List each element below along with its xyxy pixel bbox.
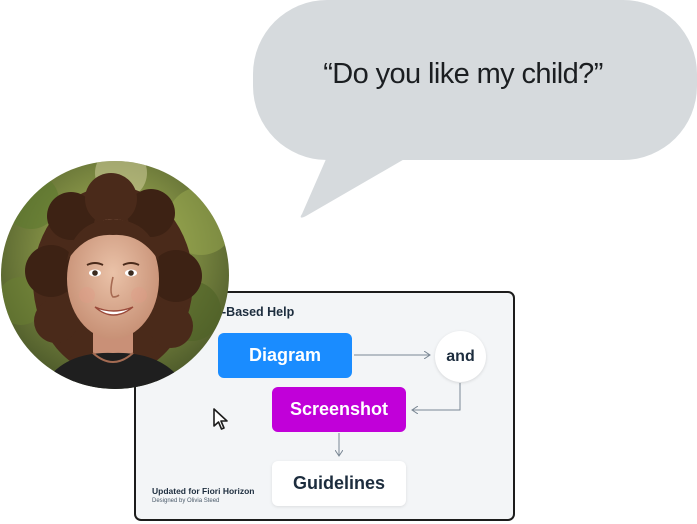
speech-quote: “Do you like my child?” xyxy=(323,58,603,90)
and-node: and xyxy=(435,331,486,382)
footer-updated-text: Updated for Fiori Horizon xyxy=(152,486,255,496)
footer-designed-text: Designed by Olivia Steed xyxy=(152,498,220,504)
screenshot-node[interactable]: Screenshot xyxy=(272,387,406,432)
card-title: -Based Help xyxy=(222,305,295,319)
avatar xyxy=(1,161,229,389)
guidelines-node[interactable]: Guidelines xyxy=(272,461,406,506)
speech-bubble xyxy=(253,0,697,160)
mouse-pointer-icon xyxy=(213,408,228,430)
diagram-node[interactable]: Diagram xyxy=(218,333,352,378)
